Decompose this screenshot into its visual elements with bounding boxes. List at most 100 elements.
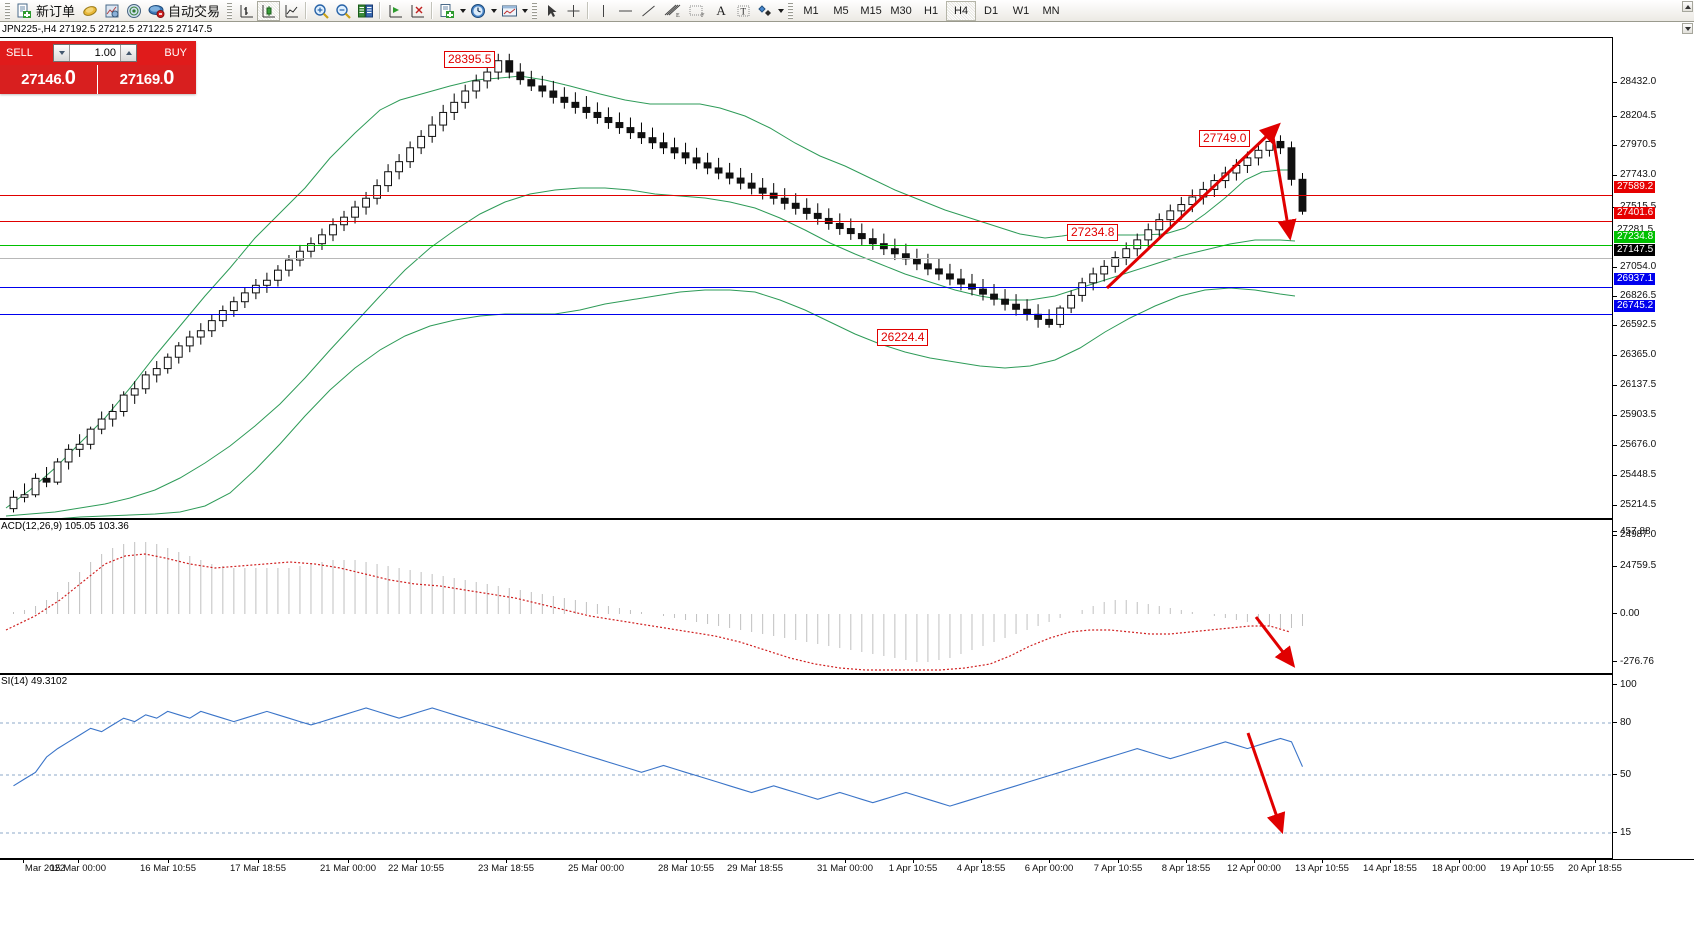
annotation-27749[interactable]: 27749.0 xyxy=(1199,130,1251,147)
candle-body xyxy=(802,207,811,214)
candle-body xyxy=(406,147,415,163)
price-badge-26937[interactable]: 26937.1 xyxy=(1614,273,1656,285)
tab-timeframe-M1[interactable]: M1 xyxy=(803,4,819,17)
support-line-26937[interactable] xyxy=(0,287,1612,288)
fibonacci-icon[interactable]: E xyxy=(660,1,685,21)
time-tick xyxy=(1322,860,1323,863)
price-badge-27401[interactable]: 27401.6 xyxy=(1614,207,1656,219)
buy-button[interactable]: BUY xyxy=(138,41,196,65)
period-dropdown-icon[interactable] xyxy=(489,1,498,21)
template-dropdown-icon[interactable] xyxy=(520,1,529,21)
scroll-up-button[interactable] xyxy=(1682,1,1693,12)
auto-trading-button[interactable]: 自动交易 xyxy=(168,5,221,20)
resistance-line-27589[interactable] xyxy=(0,195,1612,196)
period-icon[interactable] xyxy=(467,1,489,21)
volume-increase-icon[interactable] xyxy=(120,45,136,61)
svg-text:T: T xyxy=(740,6,746,16)
tab-timeframe-H1[interactable]: H1 xyxy=(924,4,939,17)
price-tick xyxy=(1613,566,1617,567)
crosshair-icon[interactable] xyxy=(562,1,584,21)
time-tick xyxy=(506,860,507,863)
vertical-line-icon[interactable] xyxy=(592,1,614,21)
time-tick xyxy=(78,860,79,863)
candle-body xyxy=(461,90,470,103)
main-price-pane[interactable]: 28395.5 27749.0 27234.8 26224.4 xyxy=(0,37,1612,519)
indicator-dropdown-icon[interactable] xyxy=(458,1,467,21)
rsi-pane[interactable]: SI(14) 49.3102 xyxy=(0,674,1612,859)
toolbar-grip-4[interactable] xyxy=(788,1,794,20)
candle-body xyxy=(285,259,293,271)
text-object-icon[interactable]: T xyxy=(732,1,754,21)
price-badge-27147[interactable]: 27147.5 xyxy=(1614,244,1656,256)
price-tick xyxy=(1613,325,1617,326)
auto-trading-icon[interactable] xyxy=(145,1,167,21)
equidistant-channel-icon[interactable]: F xyxy=(685,1,710,21)
price-badge-27589[interactable]: 27589.2 xyxy=(1614,181,1656,193)
price-badge-27234[interactable]: 27234.8 xyxy=(1614,231,1656,243)
candle-body xyxy=(879,243,888,250)
expert-advisor-icon[interactable] xyxy=(79,1,101,21)
market-watch-icon[interactable] xyxy=(354,1,376,21)
candlestick-chart-icon[interactable] xyxy=(257,0,281,21)
chart-canvas-area[interactable]: 28395.5 27749.0 27234.8 26224.4 ACD(12,2… xyxy=(0,37,1694,942)
signals-icon[interactable] xyxy=(123,1,145,21)
tab-timeframe-M30[interactable]: M30 xyxy=(890,4,912,17)
candle-body xyxy=(53,461,62,483)
support-line-27234[interactable] xyxy=(0,245,1612,246)
volume-input[interactable]: 1.00 xyxy=(94,47,116,59)
annotation-26224[interactable]: 26224.4 xyxy=(877,329,929,346)
zoom-in-icon[interactable] xyxy=(310,1,332,21)
volume-decrease-icon[interactable] xyxy=(54,45,70,61)
zoom-out-icon[interactable] xyxy=(332,1,354,21)
candle-body xyxy=(274,269,282,281)
tab-timeframe-M15[interactable]: M15 xyxy=(860,4,882,17)
shapes-icon[interactable] xyxy=(754,1,776,21)
buy-price[interactable]: 27169. 0 xyxy=(119,67,175,89)
data-window-icon[interactable] xyxy=(101,1,123,21)
candle-body xyxy=(296,250,304,261)
indicator-icon[interactable] xyxy=(436,1,458,21)
horizontal-line-icon[interactable] xyxy=(614,1,637,21)
bar-chart-icon[interactable] xyxy=(235,1,257,21)
resistance-line-27401[interactable] xyxy=(0,221,1612,222)
text-label-icon[interactable]: A xyxy=(716,2,726,18)
sell-price[interactable]: 27146. 0 xyxy=(0,65,98,94)
tab-timeframe-H4[interactable]: H4 xyxy=(946,0,977,21)
shapes-dropdown-icon[interactable] xyxy=(776,1,785,21)
tab-timeframe-M5[interactable]: M5 xyxy=(833,4,849,17)
template-icon[interactable] xyxy=(498,1,520,21)
toolbar-grip-1[interactable] xyxy=(5,1,10,20)
macd-pane[interactable]: ACD(12,26,9) 105.05 103.36 xyxy=(0,519,1612,674)
candle-body xyxy=(318,234,326,245)
new-order-icon[interactable] xyxy=(13,1,35,21)
candle-body xyxy=(582,106,591,113)
tab-timeframe-D1[interactable]: D1 xyxy=(984,4,999,17)
sell-button[interactable]: SELL xyxy=(0,41,52,65)
volume-stepper[interactable]: 1.00 xyxy=(52,41,138,65)
line-chart-icon[interactable] xyxy=(280,1,302,21)
tab-timeframe-MN[interactable]: MN xyxy=(1042,4,1060,17)
cursor-icon[interactable] xyxy=(540,1,562,21)
candle-body xyxy=(968,283,976,290)
rsi-tick-label: 100 xyxy=(1620,679,1637,690)
one-click-trading-panel[interactable]: SELL 1.00 BUY 27146. 0 27169. 0 xyxy=(0,41,196,94)
candle-body xyxy=(659,142,668,149)
time-scale[interactable]: Mar 2022 15 Mar 00:00 16 Mar 10:55 17 Mar 1… xyxy=(0,859,1694,879)
scroll-down-button[interactable] xyxy=(1682,23,1693,34)
tab-timeframe-W1[interactable]: W1 xyxy=(1012,4,1030,17)
trendline-icon[interactable] xyxy=(637,1,660,21)
chart-shift-icon[interactable] xyxy=(384,1,406,21)
candle-body xyxy=(758,187,767,194)
price-scale[interactable]: 28432.0 28204.5 27970.5 27743.0 27515.5 27054… xyxy=(1612,37,1694,859)
price-badge-26745[interactable]: 26745.2 xyxy=(1614,300,1656,312)
new-order-button[interactable]: 新订单 xyxy=(36,5,76,20)
support-line-26745[interactable] xyxy=(0,314,1612,315)
time-tick xyxy=(1459,860,1460,863)
annotation-27234[interactable]: 27234.8 xyxy=(1067,224,1119,241)
chart-autoscroll-icon[interactable] xyxy=(406,1,428,21)
toolbar-grip-2[interactable] xyxy=(227,1,233,20)
time-tick xyxy=(913,860,914,863)
toolbar-grip-3[interactable] xyxy=(532,1,538,20)
symbol-info-strip: JPN225-,H4 27192.5 27212.5 27122.5 27147… xyxy=(2,24,213,35)
annotation-28395[interactable]: 28395.5 xyxy=(444,51,496,68)
